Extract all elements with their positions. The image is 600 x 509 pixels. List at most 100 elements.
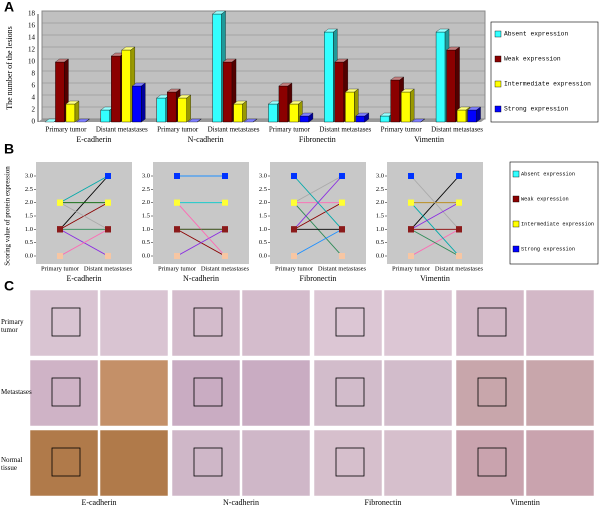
bar — [456, 109, 467, 123]
zoom-box — [477, 447, 507, 477]
micrograph — [383, 429, 453, 497]
score-point — [105, 253, 111, 259]
y-tick-label: 2.0 — [376, 199, 384, 206]
row-label: Metastases — [1, 388, 32, 396]
y-tick-label: 0.0 — [25, 252, 33, 259]
y-tick-label: 0.5 — [142, 239, 150, 246]
legend-swatch — [512, 220, 520, 228]
chart-title: Vimentin — [420, 274, 450, 283]
bar — [334, 61, 345, 123]
x-tick-label: Distant metastases — [319, 126, 371, 134]
slope-line — [59, 175, 109, 204]
zoom-box — [51, 447, 81, 477]
row-label: Primary tumor — [1, 318, 24, 334]
score-point — [456, 253, 462, 259]
group-label: Fibronectin — [299, 135, 336, 144]
y-tick-label: 1.0 — [25, 226, 33, 233]
legend-swatch — [494, 80, 502, 88]
micrograph — [525, 289, 595, 357]
column-label: Fibronectin — [365, 498, 402, 507]
slope-line — [176, 228, 226, 257]
legend-label: Intermediate expression — [521, 221, 594, 227]
plot-bg — [153, 162, 249, 264]
legend-label: Absent expression — [504, 31, 568, 38]
y-tick-label: 2.0 — [142, 199, 150, 206]
bar-side — [85, 118, 90, 123]
y-tick-label: 0.0 — [259, 252, 267, 259]
micrograph — [171, 429, 241, 497]
score-point — [339, 253, 345, 259]
slope-line — [293, 175, 343, 230]
chart-title: N-cadherin — [183, 274, 219, 283]
micrograph — [241, 429, 311, 497]
legend-swatch — [494, 105, 502, 113]
plot-bg — [387, 162, 483, 264]
micrograph — [99, 359, 169, 427]
y-tick-label: 2.0 — [25, 199, 33, 206]
x-tick-label: Primary tumor — [45, 126, 87, 134]
score-point — [174, 199, 180, 206]
legend-swatch — [512, 170, 520, 178]
score-point — [291, 226, 297, 233]
score-point — [174, 253, 180, 259]
bar — [156, 97, 166, 123]
score-point — [456, 226, 462, 233]
score-point — [105, 173, 111, 179]
score-point — [174, 226, 180, 233]
legend-swatch — [494, 30, 502, 38]
legend-label: Absent expression — [521, 171, 575, 177]
slope-line — [59, 202, 109, 230]
score-point — [105, 226, 111, 233]
zoom-box — [335, 377, 365, 407]
y-tick-label: 1.5 — [259, 212, 267, 219]
bar — [435, 31, 446, 123]
x-tick-label: Distant metastases — [318, 265, 367, 272]
bar-side — [197, 118, 202, 123]
score-point — [57, 199, 63, 206]
legend-label: Strong expression — [521, 246, 575, 252]
y-tick-label: 4 — [32, 94, 36, 102]
bar-side — [410, 88, 415, 123]
bar — [379, 115, 390, 123]
y-tick-label: 1.5 — [142, 212, 150, 219]
y-tick-label: 1.5 — [25, 212, 33, 219]
micrograph — [171, 359, 241, 427]
legend-label: Weak expression — [504, 56, 561, 63]
legend-swatch — [512, 195, 520, 203]
slope-line — [293, 202, 343, 230]
micrograph — [241, 289, 311, 357]
score-point — [291, 199, 297, 206]
group-label: E-cadherin — [76, 135, 111, 144]
y-tick-label: 18 — [28, 10, 36, 18]
legend-label: Strong expression — [504, 106, 568, 113]
micrograph — [99, 289, 169, 357]
bar — [390, 79, 400, 123]
legend-label: Intermediate expression — [504, 81, 591, 88]
y-axis-label: Scoring value of protein expression — [4, 166, 12, 266]
panel-label: C — [4, 278, 14, 294]
score-point — [105, 199, 111, 206]
legend-label: Weak expression — [521, 196, 569, 202]
x-tick-label: Distant metastases — [201, 265, 250, 272]
score-point — [57, 226, 63, 233]
bar — [121, 49, 132, 123]
score-point — [408, 226, 414, 233]
y-tick-label: 1.0 — [376, 226, 384, 233]
floor — [38, 119, 485, 122]
y-tick-label: 2.5 — [25, 186, 33, 193]
bar — [111, 55, 121, 123]
bar — [278, 85, 289, 123]
x-tick-label: Primary tumor — [381, 126, 423, 134]
y-tick-label: 1.5 — [376, 212, 384, 219]
y-tick-label: 2.0 — [259, 199, 267, 206]
column-label: E-cadherin — [81, 498, 116, 507]
legend-box — [509, 161, 599, 265]
micrograph — [455, 289, 525, 357]
y-tick-label: 1.0 — [142, 226, 150, 233]
micrograph — [525, 359, 595, 427]
bar-side — [186, 94, 191, 123]
bar-side — [476, 106, 481, 123]
bar — [268, 103, 278, 123]
